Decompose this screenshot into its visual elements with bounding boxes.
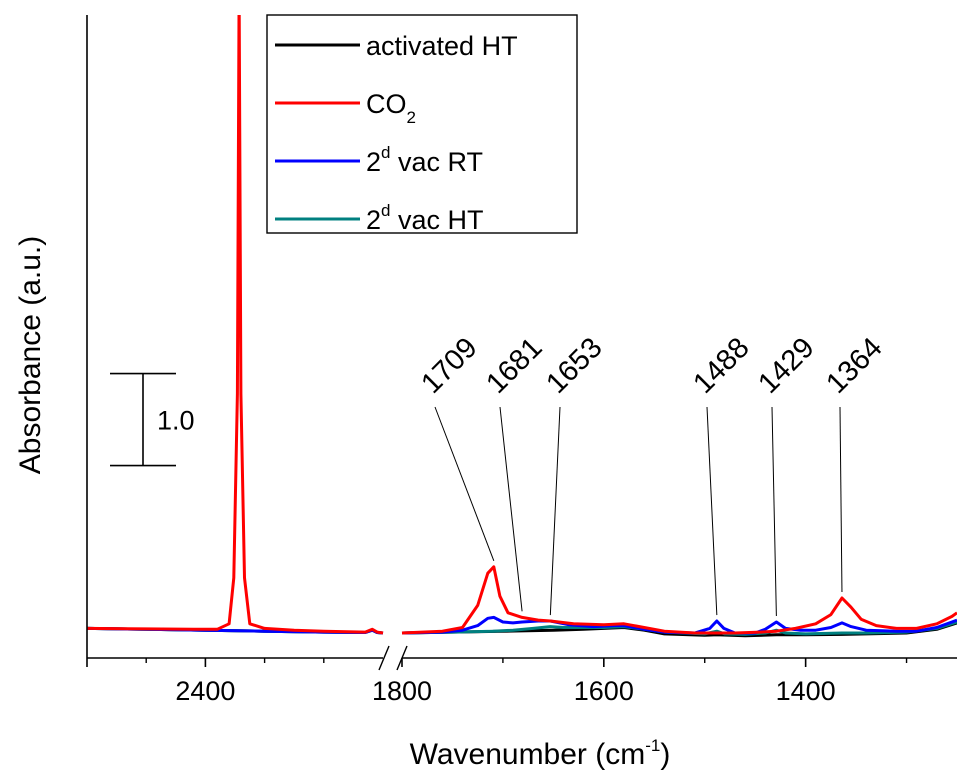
peak-label-1364: 1364 [820,332,888,400]
legend-label-2: CO2 [366,89,416,127]
x-tick-label: 1400 [776,676,836,706]
plot-area [87,15,957,638]
legend-box [266,14,578,234]
legend-label-4: 2d vac HT [366,201,484,235]
y-axis-title: Absorbance (a.u.) [14,236,47,474]
peak-leader-line-1364 [839,406,843,593]
series-line-3-segment-2 [401,615,957,635]
peak-label-1488: 1488 [687,332,755,400]
peak-label-1681: 1681 [480,332,548,400]
axes: 2400 1800 1600 1400 [86,15,957,706]
scale-bar: 1.0 [110,372,195,467]
legend-label-1: activated HT [366,31,518,61]
x-tick-labels: 2400 1800 1600 1400 [175,676,835,706]
legend-label-3: 2d vac RT [366,143,483,177]
peak-label-1429: 1429 [752,332,820,400]
x-ticks [86,658,908,667]
x-axis-title-main: Wavenumber (cm [410,738,646,771]
x-tick-label: 1600 [574,676,634,706]
series-line-2-segment-2 [401,565,957,635]
peak-leader-line-1429 [771,406,777,616]
peak-leader-line-1488 [706,406,718,616]
x-axis-title-end: ) [660,738,670,771]
peak-label-1709: 1709 [415,332,483,400]
series-line-2-segment-1 [87,15,384,635]
legend: activated HT CO2 2d vac RT 2d vac HT [266,14,578,235]
peak-label-1653: 1653 [540,332,608,400]
peak-leader-line-1709 [434,406,495,561]
peak-leader-line-1653 [549,406,561,616]
x-axis-title: Wavenumber (cm-1) [410,736,671,771]
x-tick-label: 1800 [372,676,432,706]
peak-leader-line-1681 [499,406,523,612]
x-tick-label: 2400 [175,676,235,706]
x-axis-title-sup: -1 [645,736,660,755]
scale-bar-label: 1.0 [157,406,195,436]
